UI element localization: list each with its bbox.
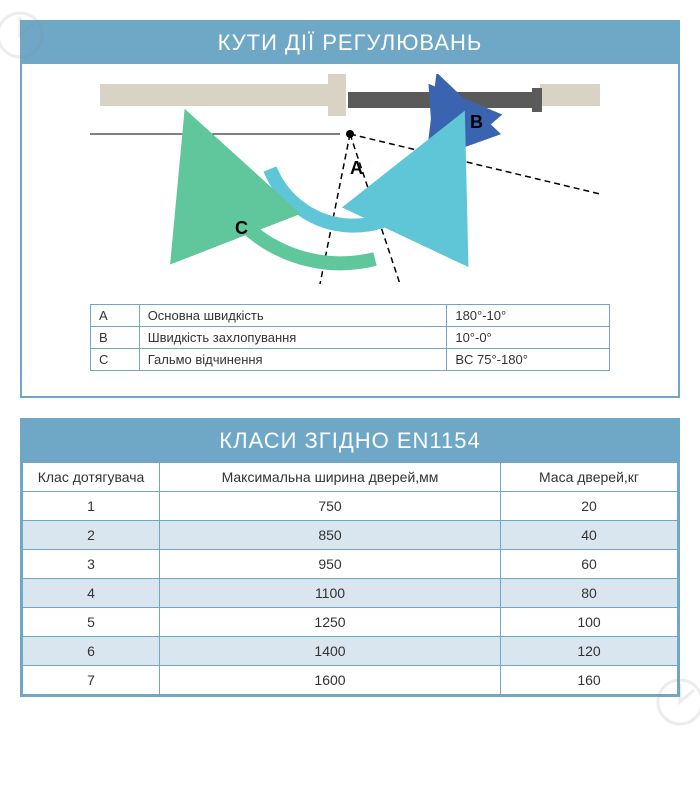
classes-panel: КЛАСИ ЗГІДНО EN1154 Клас дотягувача Макс… [20,418,680,697]
angles-panel-title: КУТИ ДІЇ РЕГУЛЮВАНЬ [22,22,678,64]
class-cell: 1400 [160,637,501,666]
angles-cell: C [91,349,140,371]
class-cell: 3 [23,550,160,579]
angles-table-row: BШвидкість захлопування10°-0° [91,327,610,349]
class-cell: 750 [160,492,501,521]
angles-cell: Основна швидкість [139,305,447,327]
main-container: КУТИ ДІЇ РЕГУЛЮВАНЬ [0,0,700,737]
header-mass: Маса дверей,кг [501,463,678,492]
class-table-row: 285040 [23,521,678,550]
header-class: Клас дотягувача [23,463,160,492]
class-cell: 950 [160,550,501,579]
angles-cell: 10°-0° [447,327,610,349]
class-cell: 20 [501,492,678,521]
classes-panel-title: КЛАСИ ЗГІДНО EN1154 [22,420,678,462]
class-cell: 60 [501,550,678,579]
class-cell: 7 [23,666,160,695]
angles-cell: BC 75°-180° [447,349,610,371]
label-C: C [235,218,248,238]
angles-cell: B [91,327,140,349]
class-cell: 100 [501,608,678,637]
class-cell: 1100 [160,579,501,608]
angles-cell: A [91,305,140,327]
class-cell: 1250 [160,608,501,637]
class-cell: 5 [23,608,160,637]
class-cell: 1 [23,492,160,521]
class-cell: 6 [23,637,160,666]
angles-table-row: AОсновна швидкість180°-10° [91,305,610,327]
angles-cell: Гальмо відчинення [139,349,447,371]
class-table-row: 51250100 [23,608,678,637]
class-cell: 160 [501,666,678,695]
class-table-row: 71600160 [23,666,678,695]
class-cell: 1600 [160,666,501,695]
class-table-row: 4110080 [23,579,678,608]
class-cell: 2 [23,521,160,550]
classes-table: Клас дотягувача Максимальна ширина двере… [22,462,678,695]
angles-diagram: B A C AОсновна швидкість180°-10°BШвидкіс… [22,64,678,396]
angles-cell: Швидкість захлопування [139,327,447,349]
angles-table: AОсновна швидкість180°-10°BШвидкість зах… [90,304,610,371]
class-table-row: 175020 [23,492,678,521]
class-cell: 4 [23,579,160,608]
angles-panel: КУТИ ДІЇ РЕГУЛЮВАНЬ [20,20,680,398]
angles-table-row: CГальмо відчиненняBC 75°-180° [91,349,610,371]
label-B: B [470,112,483,132]
class-table-row: 61400120 [23,637,678,666]
class-cell: 850 [160,521,501,550]
label-A: A [350,158,363,178]
class-cell: 80 [501,579,678,608]
class-table-row: 395060 [23,550,678,579]
angles-cell: 180°-10° [447,305,610,327]
header-width: Максимальна ширина дверей,мм [160,463,501,492]
class-cell: 120 [501,637,678,666]
class-cell: 40 [501,521,678,550]
angles-svg: B A C [70,74,630,294]
